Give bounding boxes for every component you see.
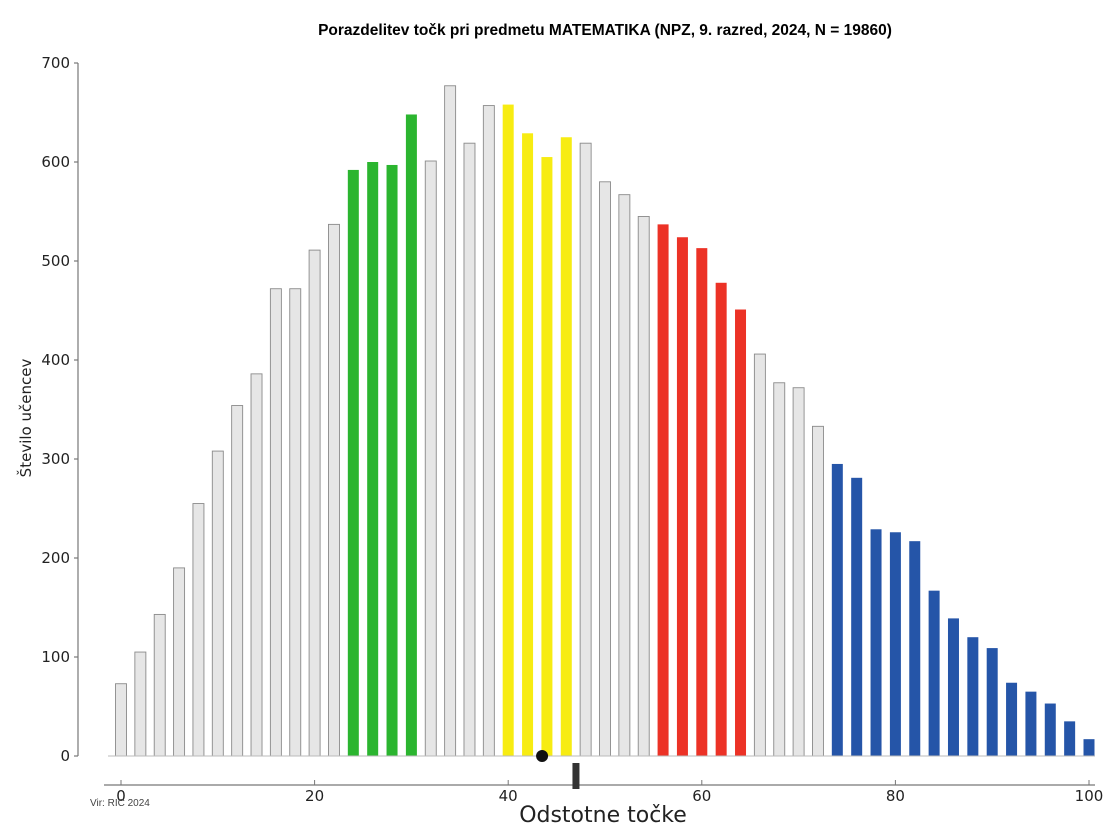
y-tick-label: 200 — [41, 549, 70, 567]
bar — [211, 450, 224, 757]
y-tick-label: 100 — [41, 648, 70, 666]
bar — [367, 162, 379, 756]
x-tick-label: 20 — [305, 787, 324, 805]
bar — [347, 169, 359, 757]
bar — [696, 248, 708, 756]
x-tick-label: 80 — [886, 787, 905, 805]
bar — [792, 387, 805, 757]
bar — [657, 224, 669, 756]
bars-group — [115, 85, 1095, 757]
bar — [579, 142, 592, 757]
bar — [482, 105, 495, 757]
bar — [1064, 721, 1076, 756]
bar — [463, 142, 476, 757]
marker-dot — [536, 750, 549, 762]
y-tick-label: 0 — [60, 747, 70, 765]
bar — [812, 425, 824, 757]
bar — [773, 382, 786, 757]
bar — [909, 541, 921, 756]
bar — [308, 249, 321, 757]
x-axis: 0 20 40 60 80 100 — [116, 780, 1103, 805]
y-axis-label: Število učencev — [16, 359, 35, 478]
y-tick-label: 700 — [41, 54, 70, 72]
bar — [637, 215, 650, 757]
bar — [502, 104, 514, 756]
bar — [444, 85, 457, 757]
chart-title: Porazdelitev točk pri predmetu MATEMATIK… — [318, 22, 892, 39]
bar — [851, 477, 863, 756]
bar — [870, 529, 882, 756]
bar — [153, 613, 166, 757]
bar — [173, 567, 186, 757]
bar — [405, 114, 417, 757]
bar — [560, 137, 572, 756]
bar — [889, 532, 901, 756]
marker-bar — [572, 763, 580, 789]
markers-group — [536, 750, 580, 789]
bar — [269, 288, 282, 757]
bar — [1025, 691, 1037, 756]
bar — [289, 288, 302, 757]
bar — [715, 282, 727, 756]
bar — [541, 157, 553, 757]
y-tick-label: 500 — [41, 252, 70, 270]
bar — [676, 237, 688, 757]
y-axis: 0 100 200 300 400 500 600 700 — [41, 54, 79, 765]
bar — [424, 160, 437, 757]
x-tick-label: 100 — [1075, 787, 1104, 805]
bar — [386, 164, 398, 757]
y-tick-label: 300 — [41, 450, 70, 468]
bar — [928, 590, 940, 756]
bar — [134, 651, 147, 757]
x-tick-label: 60 — [692, 787, 711, 805]
bar — [1006, 682, 1018, 756]
bar — [231, 405, 244, 757]
bar — [947, 618, 959, 756]
bar — [1083, 739, 1095, 756]
bar — [753, 353, 766, 757]
bar — [115, 683, 127, 757]
x-tick-label: 0 — [116, 787, 126, 805]
bar — [986, 648, 998, 756]
x-axis-label: Odstotne točke — [519, 803, 687, 828]
bar — [967, 637, 979, 756]
bar — [831, 463, 843, 756]
bar — [192, 503, 205, 757]
bar — [618, 194, 631, 757]
y-tick-label: 600 — [41, 153, 70, 171]
y-tick-label: 400 — [41, 351, 70, 369]
bar — [1044, 703, 1056, 756]
bar — [735, 309, 747, 756]
source-note: Vir: RIC 2024 — [90, 798, 150, 809]
bar — [250, 373, 263, 757]
bar — [522, 133, 534, 757]
x-tick-label: 40 — [499, 787, 518, 805]
bar — [599, 181, 611, 757]
bar — [328, 223, 340, 757]
